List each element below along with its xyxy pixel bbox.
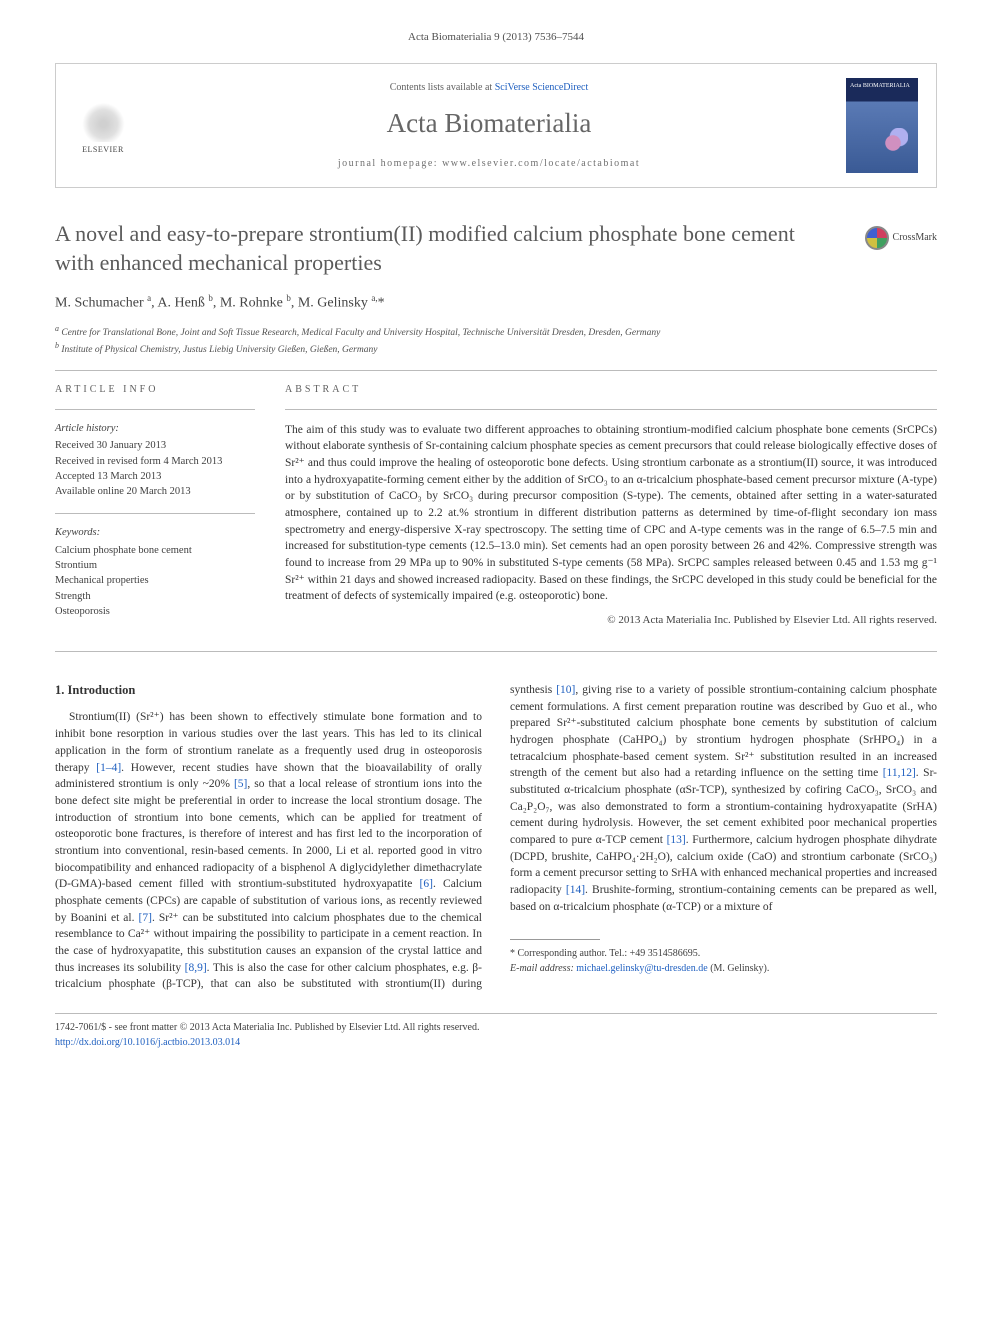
- email-suffix: (M. Gelinsky).: [708, 963, 770, 974]
- header-center: Contents lists available at SciVerse Sci…: [132, 81, 846, 171]
- elsevier-logo: ELSEVIER: [74, 93, 132, 158]
- abstract-rule: [285, 409, 937, 410]
- affiliation-b: b Institute of Physical Chemistry, Justu…: [55, 340, 937, 357]
- affiliation-a: a Centre for Translational Bone, Joint a…: [55, 323, 937, 340]
- keywords-block: Keywords: Calcium phosphate bone cement …: [55, 526, 255, 619]
- crossmark-badge[interactable]: CrossMark: [865, 226, 937, 250]
- history-line-2: Accepted 13 March 2013: [55, 469, 255, 484]
- crossmark-icon: [865, 226, 889, 250]
- cover-thumb-label: Acta BIOMATERIALIA: [850, 82, 910, 90]
- elsevier-label: ELSEVIER: [82, 144, 124, 155]
- info-rule-1: [55, 409, 255, 410]
- history-line-3: Available online 20 March 2013: [55, 484, 255, 499]
- info-rule-2: [55, 513, 255, 514]
- abstract-heading: ABSTRACT: [285, 383, 937, 397]
- corresponding-author: * Corresponding author. Tel.: +49 351458…: [510, 946, 937, 976]
- keyword-4: Osteoporosis: [55, 604, 255, 619]
- abstract-text: The aim of this study was to evaluate tw…: [285, 422, 937, 605]
- keyword-2: Mechanical properties: [55, 573, 255, 588]
- page-footer: 1742-7061/$ - see front matter © 2013 Ac…: [55, 1013, 937, 1050]
- homepage-url[interactable]: www.elsevier.com/locate/actabiomat: [442, 158, 640, 169]
- history-block: Article history: Received 30 January 201…: [55, 422, 255, 500]
- title-row: A novel and easy-to-prepare strontium(II…: [55, 220, 937, 291]
- footer-doi[interactable]: http://dx.doi.org/10.1016/j.actbio.2013.…: [55, 1037, 240, 1048]
- article-title: A novel and easy-to-prepare strontium(II…: [55, 220, 835, 277]
- keyword-1: Strontium: [55, 558, 255, 573]
- footer-issn: 1742-7061/$ - see front matter © 2013 Ac…: [55, 1020, 937, 1035]
- abstract-column: ABSTRACT The aim of this study was to ev…: [285, 383, 937, 633]
- body-columns: 1. Introduction Strontium(II) (Sr²⁺) has…: [55, 682, 937, 993]
- history-line-0: Received 30 January 2013: [55, 438, 255, 453]
- homepage-line: journal homepage: www.elsevier.com/locat…: [152, 157, 826, 171]
- contents-available-line: Contents lists available at SciVerse Sci…: [152, 81, 826, 95]
- rule-bottom: [55, 651, 937, 652]
- elsevier-tree-icon: [81, 97, 126, 142]
- corresponding-email[interactable]: michael.gelinsky@tu-dresden.de: [576, 963, 707, 974]
- contents-prefix: Contents lists available at: [390, 82, 495, 93]
- email-label: E-mail address:: [510, 963, 576, 974]
- info-abstract-row: ARTICLE INFO Article history: Received 3…: [55, 383, 937, 633]
- corresponding-tel: * Corresponding author. Tel.: +49 351458…: [510, 946, 937, 961]
- rule-top: [55, 370, 937, 371]
- history-line-1: Received in revised form 4 March 2013: [55, 454, 255, 469]
- journal-cover-thumb: Acta BIOMATERIALIA: [846, 78, 918, 173]
- abstract-copyright: © 2013 Acta Materialia Inc. Published by…: [285, 613, 937, 628]
- keyword-3: Strength: [55, 589, 255, 604]
- citation-line: Acta Biomaterialia 9 (2013) 7536–7544: [55, 30, 937, 45]
- keyword-0: Calcium phosphate bone cement: [55, 543, 255, 558]
- sciencedirect-link[interactable]: SciVerse ScienceDirect: [495, 82, 589, 93]
- homepage-prefix: journal homepage:: [338, 158, 442, 169]
- crossmark-label: CrossMark: [893, 231, 937, 245]
- journal-header: ELSEVIER Contents lists available at Sci…: [55, 63, 937, 188]
- article-info-column: ARTICLE INFO Article history: Received 3…: [55, 383, 255, 633]
- corresponding-email-line: E-mail address: michael.gelinsky@tu-dres…: [510, 961, 937, 976]
- history-label: Article history:: [55, 422, 255, 437]
- corresponding-rule: [510, 939, 600, 940]
- affiliations: a Centre for Translational Bone, Joint a…: [55, 323, 937, 358]
- section-1-heading: 1. Introduction: [55, 682, 482, 700]
- authors-line: M. Schumacher a, A. Henß b, M. Rohnke b,…: [55, 292, 937, 313]
- keywords-label: Keywords:: [55, 526, 255, 541]
- journal-name: Acta Biomaterialia: [152, 105, 826, 143]
- article-info-heading: ARTICLE INFO: [55, 383, 255, 397]
- corresponding-block: * Corresponding author. Tel.: +49 351458…: [510, 939, 937, 976]
